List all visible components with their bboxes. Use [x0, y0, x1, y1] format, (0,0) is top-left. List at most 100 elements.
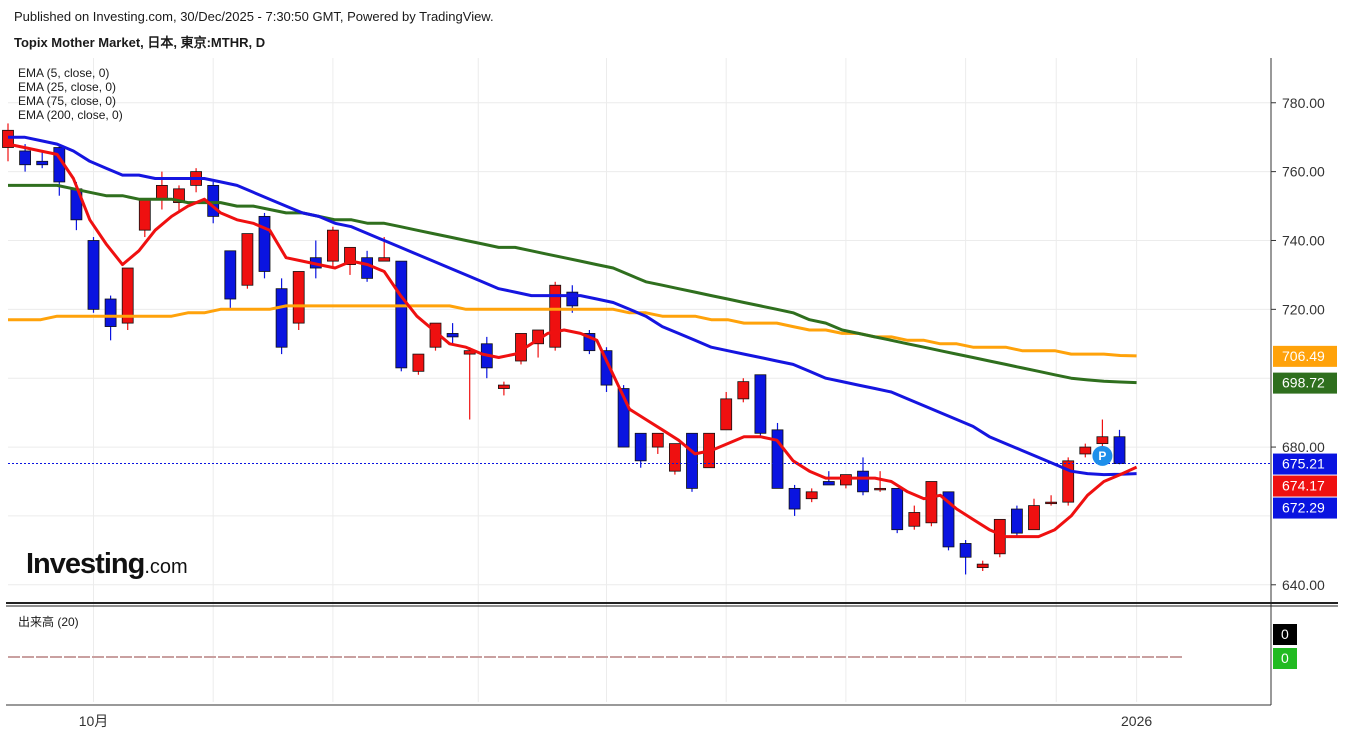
candle: [395, 260, 408, 372]
candle-body: [942, 491, 955, 548]
y-tick-label: 680.00: [1282, 439, 1325, 455]
candle-body: [908, 512, 921, 527]
candle-body: [737, 381, 750, 400]
logo-main: Investing: [26, 548, 145, 580]
candle-body: [1045, 501, 1057, 505]
candle: [309, 240, 322, 279]
candle: [737, 378, 750, 403]
candle: [583, 330, 596, 355]
candle-body: [925, 481, 938, 524]
candle: [258, 212, 271, 279]
candle: [669, 443, 681, 475]
indicator-legend: EMA (5, close, 0) EMA (25, close, 0) EMA…: [18, 66, 123, 122]
price-label-text: 672.29: [1282, 500, 1325, 516]
candle: [1045, 495, 1057, 506]
candle: [976, 560, 989, 572]
ema-line: [8, 183, 1137, 385]
candle: [600, 347, 613, 392]
candle-body: [361, 257, 374, 279]
candle: [720, 391, 733, 431]
candle-body: [686, 432, 698, 489]
ema-lines: [7, 135, 1138, 539]
candle-body: [87, 240, 100, 310]
price-label-box: [1273, 475, 1337, 497]
legend-ema75[interactable]: EMA (75, close, 0): [18, 94, 117, 108]
candle-body: [1079, 446, 1092, 455]
legend-ema25[interactable]: EMA (25, close, 0): [18, 80, 117, 94]
candle: [412, 353, 425, 375]
candle: [857, 457, 869, 496]
candle-body: [138, 198, 151, 231]
candle-body: [258, 215, 271, 272]
candle-body: [754, 374, 767, 434]
ema-line: [7, 142, 1138, 539]
candles: [2, 123, 1126, 575]
candle-body: [583, 333, 596, 352]
price-label-text: 674.17: [1282, 478, 1325, 494]
candle: [190, 168, 203, 193]
candle: [275, 278, 288, 355]
candle-body: [292, 271, 305, 324]
candle-body: [566, 291, 579, 307]
candle: [446, 323, 459, 344]
candle: [686, 432, 698, 492]
published-note: Published on Investing.com, 30/Dec/2025 …: [14, 9, 494, 24]
volume-label-text: 0: [1281, 650, 1289, 666]
candle-body: [1011, 508, 1023, 534]
volume-legend[interactable]: 出来高 (20): [18, 615, 79, 629]
candle-body: [497, 384, 510, 389]
candle-body: [1062, 460, 1075, 503]
candle-body: [720, 398, 733, 431]
candle: [1028, 498, 1040, 531]
candle: [908, 505, 921, 530]
candle-body: [549, 284, 562, 348]
price-label-box: [1273, 453, 1337, 475]
candle: [805, 488, 818, 503]
candle-body: [976, 563, 989, 568]
candle: [173, 185, 185, 213]
candle-body: [1028, 505, 1040, 531]
price-label: 706.49: [1273, 345, 1337, 367]
candle-body: [617, 388, 630, 448]
candle-body: [326, 229, 339, 262]
candle: [87, 237, 100, 313]
price-label: 698.72: [1273, 372, 1337, 394]
candle-body: [1096, 436, 1109, 445]
y-tick-label: 640.00: [1282, 577, 1325, 593]
price-label-box: [1273, 345, 1337, 367]
candle: [771, 422, 784, 489]
candle: [1079, 443, 1092, 458]
candle-body: [19, 150, 32, 166]
candle: [634, 432, 647, 468]
price-label-box: [1273, 372, 1337, 394]
p-marker: P: [1092, 445, 1113, 466]
y-tick-label: 720.00: [1282, 301, 1325, 317]
candle-body: [1113, 436, 1126, 464]
candle-body: [275, 288, 288, 348]
candle-body: [378, 257, 391, 262]
candle: [874, 471, 886, 492]
price-label-text: 675.21: [1282, 456, 1325, 472]
candle-body: [788, 487, 801, 510]
candle: [1062, 457, 1075, 506]
candle-body: [36, 160, 49, 166]
price-label: 675.21: [1273, 453, 1337, 475]
candle: [959, 540, 972, 575]
candle-body: [173, 188, 185, 204]
candle: [326, 226, 339, 269]
legend-ema5[interactable]: EMA (5, close, 0): [18, 66, 110, 80]
candle-body: [959, 543, 972, 558]
volume-label-box: [1273, 624, 1297, 645]
candle: [463, 347, 476, 420]
candle-body: [651, 432, 664, 448]
candle-body: [771, 429, 784, 489]
candle: [788, 484, 801, 516]
y-axis-ticks: 640.00 680.00 720.00 740.00 760.00 780.00: [1271, 95, 1325, 593]
candle-body: [600, 350, 613, 386]
legend-ema200[interactable]: EMA (200, close, 0): [18, 108, 123, 122]
candle: [651, 432, 664, 454]
candle: [1011, 505, 1023, 537]
candle: [138, 198, 151, 238]
ema-line: [8, 304, 1137, 358]
